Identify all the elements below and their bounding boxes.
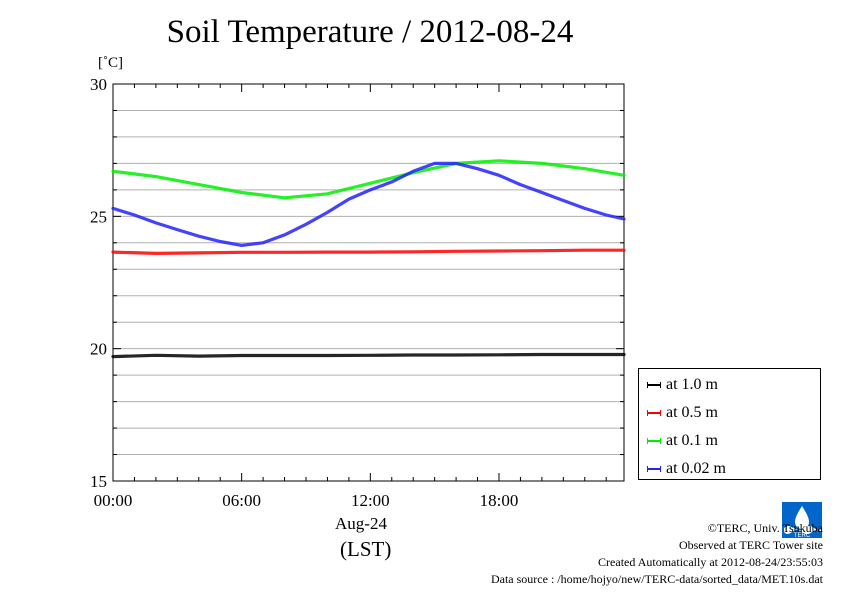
series-line <box>111 159 626 200</box>
credits: ©TERC, Univ. Tsukuba Observed at TERC To… <box>491 520 823 588</box>
x-axis-date-label: Aug-24 <box>335 514 387 533</box>
legend-swatch <box>647 382 661 388</box>
legend-label: at 1.0 m <box>666 376 718 393</box>
x-tick-label: 18:00 <box>480 491 519 510</box>
series-line <box>111 161 626 247</box>
legend-label: at 0.5 m <box>666 404 718 421</box>
observed-text: Observed at TERC Tower site <box>678 538 823 552</box>
y-tick-label: 25 <box>90 207 107 226</box>
x-tick-label: 06:00 <box>222 491 261 510</box>
copyright-text: ©TERC, Univ. Tsukuba <box>707 521 823 535</box>
created-text: Created Automatically at 2012-08-24/23:5… <box>598 555 823 569</box>
legend-item: at 0.1 m <box>647 431 718 451</box>
legend-item: at 0.5 m <box>647 403 718 423</box>
x-axis-label: (LST) <box>340 537 392 561</box>
legend-label: at 0.1 m <box>666 432 718 449</box>
legend-item: at 0.02 m <box>647 459 726 479</box>
svg-text:TERC: TERC <box>794 533 811 538</box>
y-tick-label: 20 <box>90 340 107 359</box>
terc-logo: TERC <box>782 502 822 538</box>
series-line <box>111 352 626 359</box>
legend-swatch <box>647 466 661 472</box>
legend-swatch <box>647 438 661 444</box>
legend: at 1.0 m at 0.5 m at 0.1 m at 0.02 m <box>638 368 821 480</box>
legend-item: at 1.0 m <box>647 375 718 395</box>
chart-title: Soil Temperature / 2012-08-24 <box>166 14 574 50</box>
x-tick-label: 00:00 <box>94 491 133 510</box>
y-axis-unit: [˚C] <box>98 55 123 71</box>
y-tick-label: 15 <box>90 472 107 491</box>
data-source-text: Data source : /home/hojyo/new/TERC-data/… <box>490 572 823 586</box>
legend-swatch <box>647 410 661 416</box>
plot-frame <box>112 83 625 482</box>
y-tick-label: 30 <box>90 75 107 94</box>
legend-label: at 0.02 m <box>666 460 726 477</box>
series-line <box>111 248 626 255</box>
x-tick-label: 12:00 <box>351 491 390 510</box>
